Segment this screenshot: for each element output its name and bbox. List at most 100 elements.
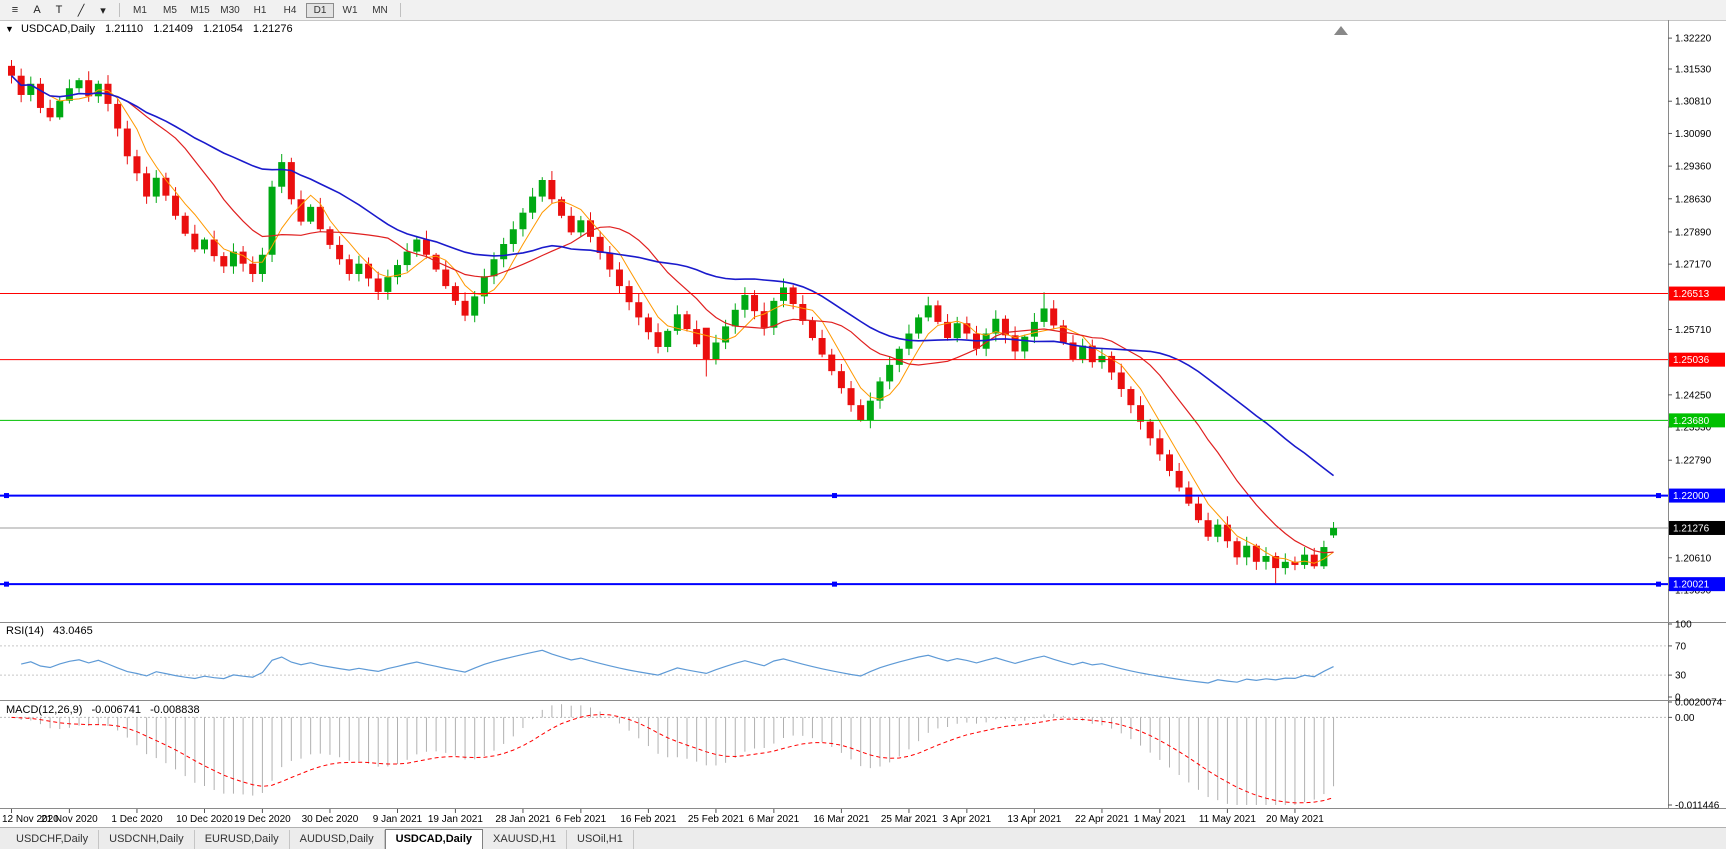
- candle-body: [345, 259, 353, 275]
- date-tick-label: 6 Feb 2021: [556, 814, 607, 825]
- candle-body: [587, 220, 594, 237]
- price-tick-label: 1.28630: [1675, 194, 1712, 205]
- date-tick-label: 9 Jan 2021: [373, 814, 423, 825]
- chart-menu-icon[interactable]: ≡: [11, 4, 19, 16]
- hline-handle[interactable]: [4, 581, 9, 587]
- timeframe-w1-button[interactable]: W1: [342, 4, 358, 16]
- candle-body: [1127, 389, 1135, 406]
- timeframe-h4-button[interactable]: H4: [283, 4, 297, 16]
- chart-shift-marker[interactable]: [1334, 26, 1348, 35]
- timeframe-d1-button[interactable]: D1: [306, 2, 334, 18]
- tab-eurusd-daily[interactable]: EURUSD,Daily: [195, 829, 290, 849]
- dropdown-caret-icon[interactable]: ▾: [100, 4, 106, 17]
- candle-body: [162, 177, 170, 196]
- tab-audusd-daily[interactable]: AUDUSD,Daily: [290, 829, 385, 849]
- candle-body: [336, 244, 344, 260]
- ma-medium-line: [11, 75, 1334, 554]
- rsi-axis-label: 100: [1675, 620, 1692, 631]
- toolbar-separator: [119, 3, 120, 17]
- panel-frame: [0, 20, 1726, 809]
- candle-body: [828, 354, 836, 372]
- candle-body: [268, 186, 276, 255]
- tab-usoil-h1[interactable]: USOil,H1: [567, 829, 634, 849]
- draw-tool-button[interactable]: ╱: [77, 4, 85, 17]
- candle-body: [1166, 454, 1173, 471]
- date-tick-label: 6 Mar 2021: [749, 814, 800, 825]
- candle-body: [625, 286, 633, 303]
- timeframe-mn-button[interactable]: MN: [372, 4, 388, 16]
- timeframe-m5-button[interactable]: M5: [163, 4, 177, 16]
- tab-xauusd-h1[interactable]: XAUUSD,H1: [483, 829, 567, 849]
- candle-body: [1223, 524, 1231, 542]
- timeframe-m1-button[interactable]: M1: [133, 4, 147, 16]
- candle-body: [548, 180, 556, 200]
- candle-body: [278, 162, 286, 187]
- rsi-axis-label: 70: [1675, 641, 1687, 652]
- candle-body: [731, 309, 739, 327]
- candle-body: [1320, 547, 1328, 567]
- price-tick-label: 1.27890: [1675, 227, 1712, 238]
- price-tick-label: 1.30810: [1675, 97, 1712, 108]
- hline-handle[interactable]: [1656, 493, 1661, 499]
- date-tick-label: 22 Apr 2021: [1075, 814, 1129, 825]
- cursor-tool-button[interactable]: A: [33, 4, 41, 16]
- candle-body: [143, 173, 151, 197]
- candle-body: [712, 342, 720, 360]
- candle-body: [1243, 545, 1251, 558]
- candle-body: [413, 239, 421, 252]
- candle-body: [596, 236, 604, 253]
- timeframe-h1-button[interactable]: H1: [253, 4, 267, 16]
- price-label-box: [1669, 286, 1725, 301]
- date-tick-label: 1 Dec 2020: [111, 814, 163, 825]
- hline-handle[interactable]: [832, 493, 837, 499]
- toolbar: ≡ A T ╱ ▾ M1 M5 M15 M30 H1 H4 D1 W1 MN: [0, 0, 1726, 21]
- chart-canvas[interactable]: 1.32220 1.31530 1.30810 1.30090 1.29360 1.286…: [0, 20, 1726, 827]
- candle-body: [924, 305, 932, 318]
- hline-handle[interactable]: [1656, 581, 1661, 587]
- candle-body: [1040, 308, 1048, 322]
- candle-body: [1011, 335, 1019, 352]
- price-tick-label: 1.27170: [1675, 260, 1712, 271]
- price-tick-label: 1.22790: [1675, 456, 1712, 467]
- candle-body: [895, 348, 903, 365]
- candle-body: [461, 300, 469, 316]
- date-tick-label: 20 May 2021: [1266, 814, 1324, 825]
- macd-axis-label: -0.011446: [1675, 801, 1720, 812]
- horizontal-lines-group: [0, 293, 1668, 587]
- candle-body: [1088, 345, 1096, 363]
- candle-body: [915, 317, 923, 334]
- candle-body: [1262, 555, 1270, 562]
- price-tick-label: 1.25710: [1675, 325, 1712, 336]
- text-tool-button[interactable]: T: [55, 4, 63, 16]
- price-label-text: 1.25036: [1673, 355, 1710, 366]
- price-tick-label: 1.32220: [1675, 34, 1712, 45]
- tab-usdchf-daily[interactable]: USDCHF,Daily: [6, 829, 100, 849]
- candle-body: [1059, 325, 1067, 343]
- price-label-box: [1669, 488, 1725, 503]
- timeframe-m15-button[interactable]: M15: [190, 4, 210, 16]
- candle-body: [210, 239, 218, 257]
- candle-body: [1252, 545, 1260, 562]
- ma-fast-line: [11, 75, 1334, 564]
- timeframe-m30-button[interactable]: M30: [220, 4, 240, 16]
- date-tick-label: 13 Apr 2021: [1007, 814, 1061, 825]
- candle-body: [509, 229, 517, 245]
- date-tick-label: 3 Apr 2021: [943, 814, 992, 825]
- candle-body: [1291, 561, 1299, 565]
- chart-area: 1.32220 1.31530 1.30810 1.30090 1.29360 1.286…: [0, 20, 1726, 827]
- candle-body: [191, 233, 199, 250]
- candle-body: [46, 107, 54, 118]
- date-tick-label: 19 Jan 2021: [428, 814, 483, 825]
- candle-body: [519, 212, 527, 230]
- candle-body: [133, 156, 141, 174]
- tab-usdcad-daily[interactable]: USDCAD,Daily: [384, 828, 484, 849]
- candle-body: [1098, 355, 1106, 363]
- hline-handle[interactable]: [832, 581, 837, 587]
- hline-handle[interactable]: [4, 493, 9, 499]
- candle-body: [876, 381, 884, 401]
- tab-usdcnh-daily[interactable]: USDCNH,Daily: [99, 829, 195, 849]
- price-tick-label: 1.23530: [1675, 423, 1712, 434]
- candle-body: [1001, 318, 1009, 336]
